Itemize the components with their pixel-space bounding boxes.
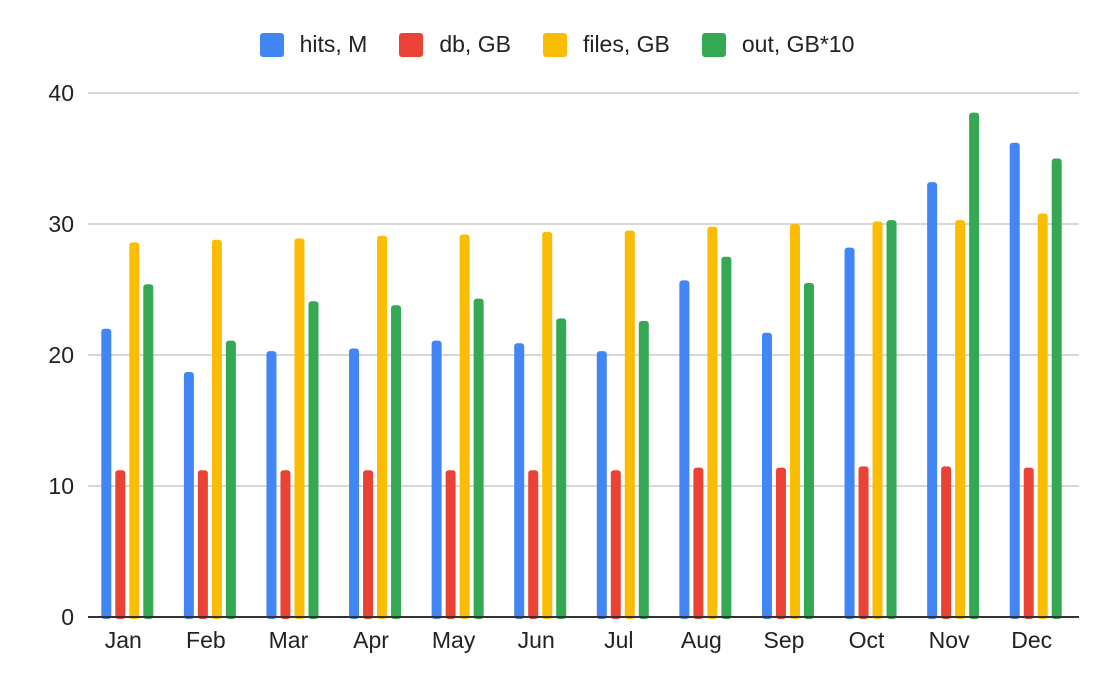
x-tick-label: Sep — [763, 627, 804, 653]
x-tick-label: Mar — [269, 627, 309, 653]
x-tick-label: Jan — [105, 627, 142, 653]
bar-out-apr[interactable] — [391, 305, 402, 619]
bar-db-apr[interactable] — [363, 470, 374, 619]
bar-files-feb[interactable] — [211, 239, 222, 619]
x-tick-label: Nov — [929, 627, 970, 653]
bar-out-dec[interactable] — [1051, 158, 1062, 620]
bar-files-mar[interactable] — [294, 238, 305, 619]
bar-out-nov[interactable] — [969, 112, 980, 620]
bar-hits-jul[interactable] — [596, 351, 607, 619]
legend-swatch-db — [399, 32, 424, 57]
x-tick-label: May — [432, 627, 476, 653]
bar-hits-jun[interactable] — [514, 343, 525, 619]
bar-db-feb[interactable] — [197, 470, 208, 619]
bar-out-may[interactable] — [473, 298, 484, 619]
bar-files-jan[interactable] — [129, 242, 140, 619]
legend-item-hits[interactable]: hits, M — [259, 31, 368, 58]
legend-item-files[interactable]: files, GB — [542, 31, 670, 58]
x-tick-label: Aug — [681, 627, 722, 653]
legend-item-db[interactable]: db, GB — [399, 31, 511, 58]
bar-files-jul[interactable] — [624, 230, 635, 620]
gridlines — [88, 92, 1079, 487]
bar-files-may[interactable] — [459, 234, 470, 620]
bar-out-feb[interactable] — [225, 340, 236, 619]
x-tick-label: Feb — [186, 627, 226, 653]
bar-hits-sep[interactable] — [761, 332, 772, 619]
bar-out-jan[interactable] — [143, 284, 154, 619]
y-tick-label: 30 — [48, 211, 74, 237]
bar-db-aug[interactable] — [693, 467, 704, 619]
bars — [101, 112, 1062, 620]
bar-out-aug[interactable] — [721, 256, 732, 619]
bar-hits-dec[interactable] — [1009, 142, 1020, 619]
y-tick-label: 40 — [48, 80, 74, 106]
bar-db-jul[interactable] — [610, 470, 621, 619]
bar-out-jul[interactable] — [638, 320, 649, 619]
bar-db-may[interactable] — [445, 470, 456, 619]
bar-hits-may[interactable] — [431, 340, 442, 619]
bar-db-oct[interactable] — [858, 466, 869, 619]
x-axis-ticks: Jan Feb Mar Apr May Jun Jul Aug Sep Oct Nov Dec — [105, 627, 1052, 653]
bar-hits-apr[interactable] — [349, 348, 360, 619]
bar-db-sep[interactable] — [775, 467, 786, 619]
legend-swatch-out — [701, 32, 726, 57]
legend-swatch-files — [542, 32, 567, 57]
chart-legend: hits, M db, GB files, GB out, GB*10 — [0, 31, 1114, 58]
legend-swatch-hits — [259, 32, 284, 57]
y-tick-label: 20 — [48, 342, 74, 368]
bar-files-nov[interactable] — [955, 220, 966, 619]
bar-hits-feb[interactable] — [183, 372, 194, 619]
bar-out-jun[interactable] — [556, 318, 567, 619]
x-tick-label: Jun — [518, 627, 555, 653]
bar-out-sep[interactable] — [803, 282, 814, 619]
bar-hits-nov[interactable] — [927, 182, 938, 619]
legend-label-hits: hits, M — [299, 31, 368, 57]
legend-label-db: db, GB — [439, 31, 511, 57]
legend-item-out[interactable]: out, GB*10 — [701, 31, 855, 58]
x-tick-label: Apr — [353, 627, 389, 653]
x-tick-label: Dec — [1011, 627, 1052, 653]
y-axis-ticks: 0 10 20 30 40 — [48, 80, 74, 630]
x-tick-label: Oct — [849, 627, 885, 653]
bar-files-dec[interactable] — [1037, 213, 1048, 619]
bar-hits-mar[interactable] — [266, 351, 277, 619]
bar-hits-oct[interactable] — [844, 247, 855, 619]
bar-db-jan[interactable] — [115, 470, 126, 619]
bar-db-nov[interactable] — [941, 466, 952, 619]
bar-files-jun[interactable] — [542, 231, 553, 620]
bar-db-mar[interactable] — [280, 470, 291, 619]
bar-files-sep[interactable] — [789, 224, 800, 619]
bar-db-dec[interactable] — [1023, 467, 1034, 619]
legend-label-files: files, GB — [582, 31, 670, 57]
y-tick-label: 10 — [48, 473, 74, 499]
bar-files-oct[interactable] — [872, 221, 883, 619]
x-tick-label: Jul — [604, 627, 633, 653]
bar-hits-aug[interactable] — [679, 280, 690, 619]
bar-hits-jan[interactable] — [101, 328, 112, 619]
legend-label-out: out, GB*10 — [741, 31, 855, 57]
bar-db-jun[interactable] — [528, 470, 539, 619]
bar-files-aug[interactable] — [707, 226, 718, 619]
bar-out-oct[interactable] — [886, 220, 897, 619]
bar-out-mar[interactable] — [308, 301, 319, 619]
y-tick-label: 0 — [61, 604, 74, 630]
bar-files-apr[interactable] — [377, 235, 388, 620]
